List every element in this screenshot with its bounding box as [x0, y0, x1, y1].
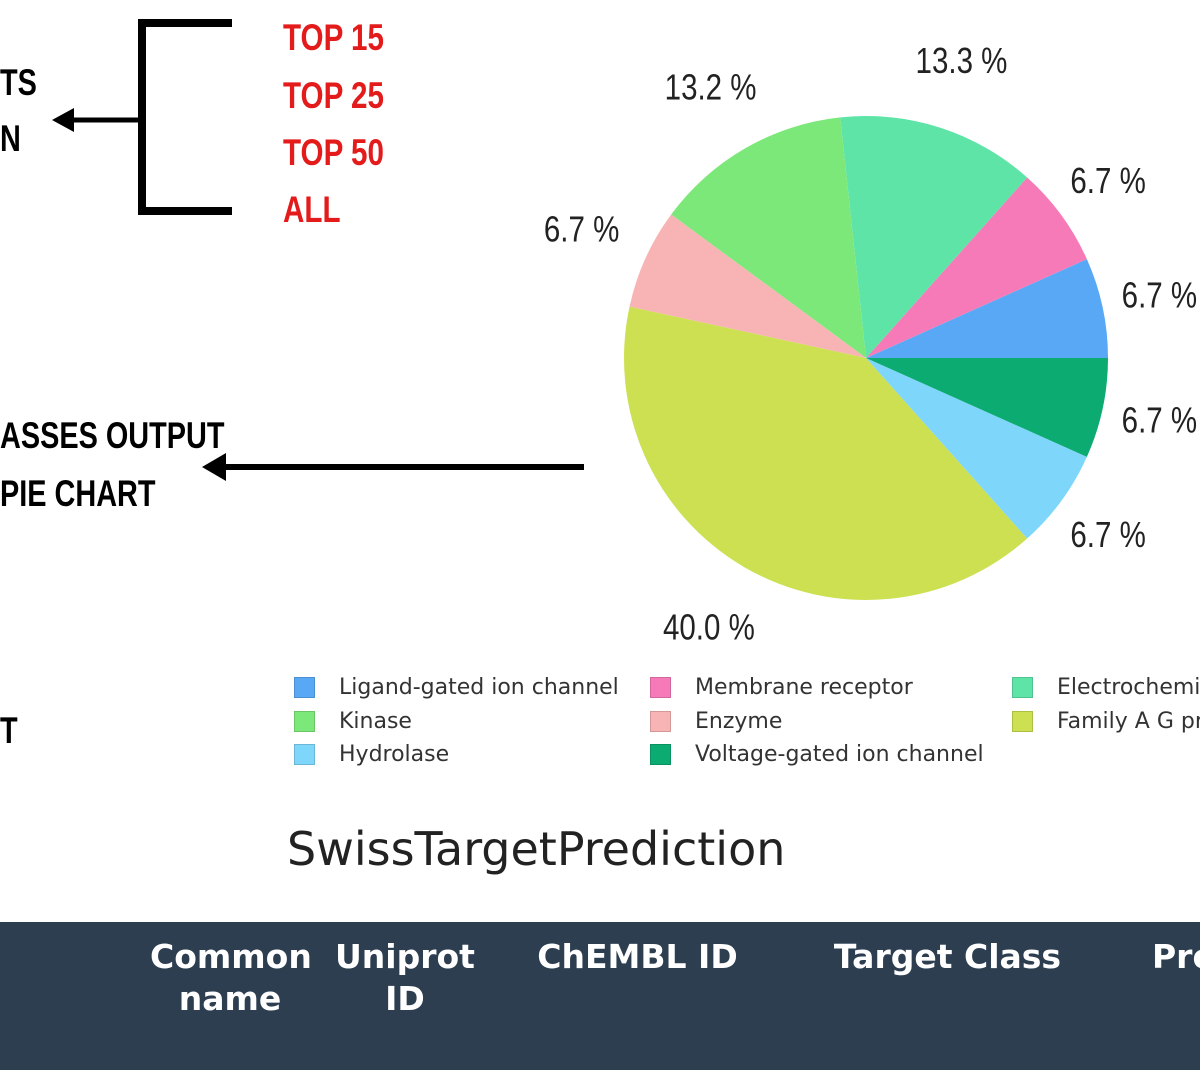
- bracket-line: [138, 19, 232, 215]
- legend-label: Kinase: [339, 709, 412, 734]
- column-header-target-class[interactable]: Target Class: [833, 937, 1062, 976]
- legend-item-family-a[interactable]: Family A G pr: [1012, 709, 1200, 734]
- pie-slice-enzyme[interactable]: [629, 214, 867, 358]
- pie-slice-kinase[interactable]: [671, 117, 866, 358]
- annotation-fragment-t: T: [0, 710, 18, 751]
- legend-swatch: [650, 677, 671, 698]
- option-top-15[interactable]: TOP 15: [283, 19, 384, 56]
- legend-label: Voltage-gated ion channel: [695, 742, 984, 767]
- legend-label: Membrane receptor: [695, 675, 913, 700]
- brand-title: SwissTargetPrediction: [287, 822, 786, 876]
- pie-slice-voltage-gated-ion-channel[interactable]: [866, 358, 1108, 457]
- legend-swatch: [294, 677, 315, 698]
- pie-arrow-head: [202, 453, 226, 481]
- pie-slice-hydrolase[interactable]: [866, 358, 1087, 539]
- legend-item-voltage-gated[interactable]: Voltage-gated ion channel: [650, 742, 984, 767]
- legend-swatch: [1012, 677, 1033, 698]
- legend-label: Family A G pr: [1057, 709, 1200, 734]
- legend-swatch: [294, 711, 315, 732]
- pie-slice-percent-label: 6.7 %: [1070, 160, 1145, 200]
- bracket-arrow-head: [52, 108, 74, 132]
- legend-item-hydrolase[interactable]: Hydrolase: [294, 742, 449, 767]
- option-all[interactable]: ALL: [283, 191, 341, 228]
- pie-slice-percent-label: 40.0 %: [663, 607, 755, 647]
- legend-item-enzyme[interactable]: Enzyme: [650, 709, 782, 734]
- option-top-25-label: TOP 25: [283, 75, 384, 116]
- legend-item-membrane-receptor[interactable]: Membrane receptor: [650, 675, 913, 700]
- pie-slice-electrochemic[interactable]: [840, 116, 1028, 358]
- pie-slice-percent-label: 6.7 %: [1122, 274, 1197, 314]
- legend-swatch: [650, 711, 671, 732]
- legend-item-kinase[interactable]: Kinase: [294, 709, 412, 734]
- target-classes-pie-chart: 6.7 % 6.7 % 13.3 % 13.2 % 6.7 % 40.0 % 6.7 % 6.…: [544, 40, 1197, 647]
- pie-slice-percent-label: 6.7 %: [544, 209, 619, 249]
- pie-legend: Ligand-gated ion channel Kinase Hydrolas…: [294, 672, 1200, 782]
- legend-item-ligand-gated[interactable]: Ligand-gated ion channel: [294, 675, 619, 700]
- option-top-50[interactable]: TOP 50: [283, 134, 384, 171]
- column-header-common-name[interactable]: Common name: [150, 937, 312, 1018]
- annotation-fragment-pie-chart: PIE CHART: [0, 473, 156, 514]
- pie-slice-ligand-gated-ion-channel[interactable]: [866, 259, 1108, 358]
- column-header-chembl-id[interactable]: ChEMBL ID: [537, 937, 738, 976]
- legend-label: Enzyme: [695, 709, 783, 734]
- legend-item-electrochemic[interactable]: Electrochemic: [1012, 675, 1200, 700]
- option-top-15-label: TOP 15: [283, 17, 384, 58]
- legend-swatch: [1012, 711, 1033, 732]
- results-table-header: Common name Uniprot ID ChEMBL ID Target …: [0, 922, 1200, 1070]
- legend-swatch: [650, 744, 671, 765]
- pie-slice-percent-label: 13.2 %: [665, 67, 757, 107]
- legend-swatch: [294, 744, 315, 765]
- pie-slice-family-a-g-pr[interactable]: [623, 306, 1028, 600]
- column-header-uniprot-id[interactable]: Uniprot ID: [335, 937, 475, 1018]
- option-all-label: ALL: [283, 189, 341, 230]
- option-top-50-label: TOP 50: [283, 132, 384, 173]
- annotation-fragment-ts: TS: [0, 62, 37, 103]
- column-header-pro[interactable]: Pro: [1152, 937, 1200, 976]
- legend-label: Hydrolase: [339, 742, 450, 767]
- option-top-25[interactable]: TOP 25: [283, 77, 384, 114]
- pie-slice-membrane-receptor[interactable]: [866, 177, 1087, 358]
- annotation-fragment-n: N: [0, 118, 21, 159]
- pie-slice-percent-label: 6.7 %: [1122, 400, 1197, 440]
- pie-slice-percent-label: 13.3 %: [916, 40, 1008, 80]
- legend-label: Ligand-gated ion channel: [339, 675, 619, 700]
- pie-slice-percent-label: 6.7 %: [1070, 514, 1145, 554]
- annotation-fragment-classes-output: ASSES OUTPUT: [0, 415, 225, 456]
- legend-label: Electrochemic: [1057, 675, 1200, 700]
